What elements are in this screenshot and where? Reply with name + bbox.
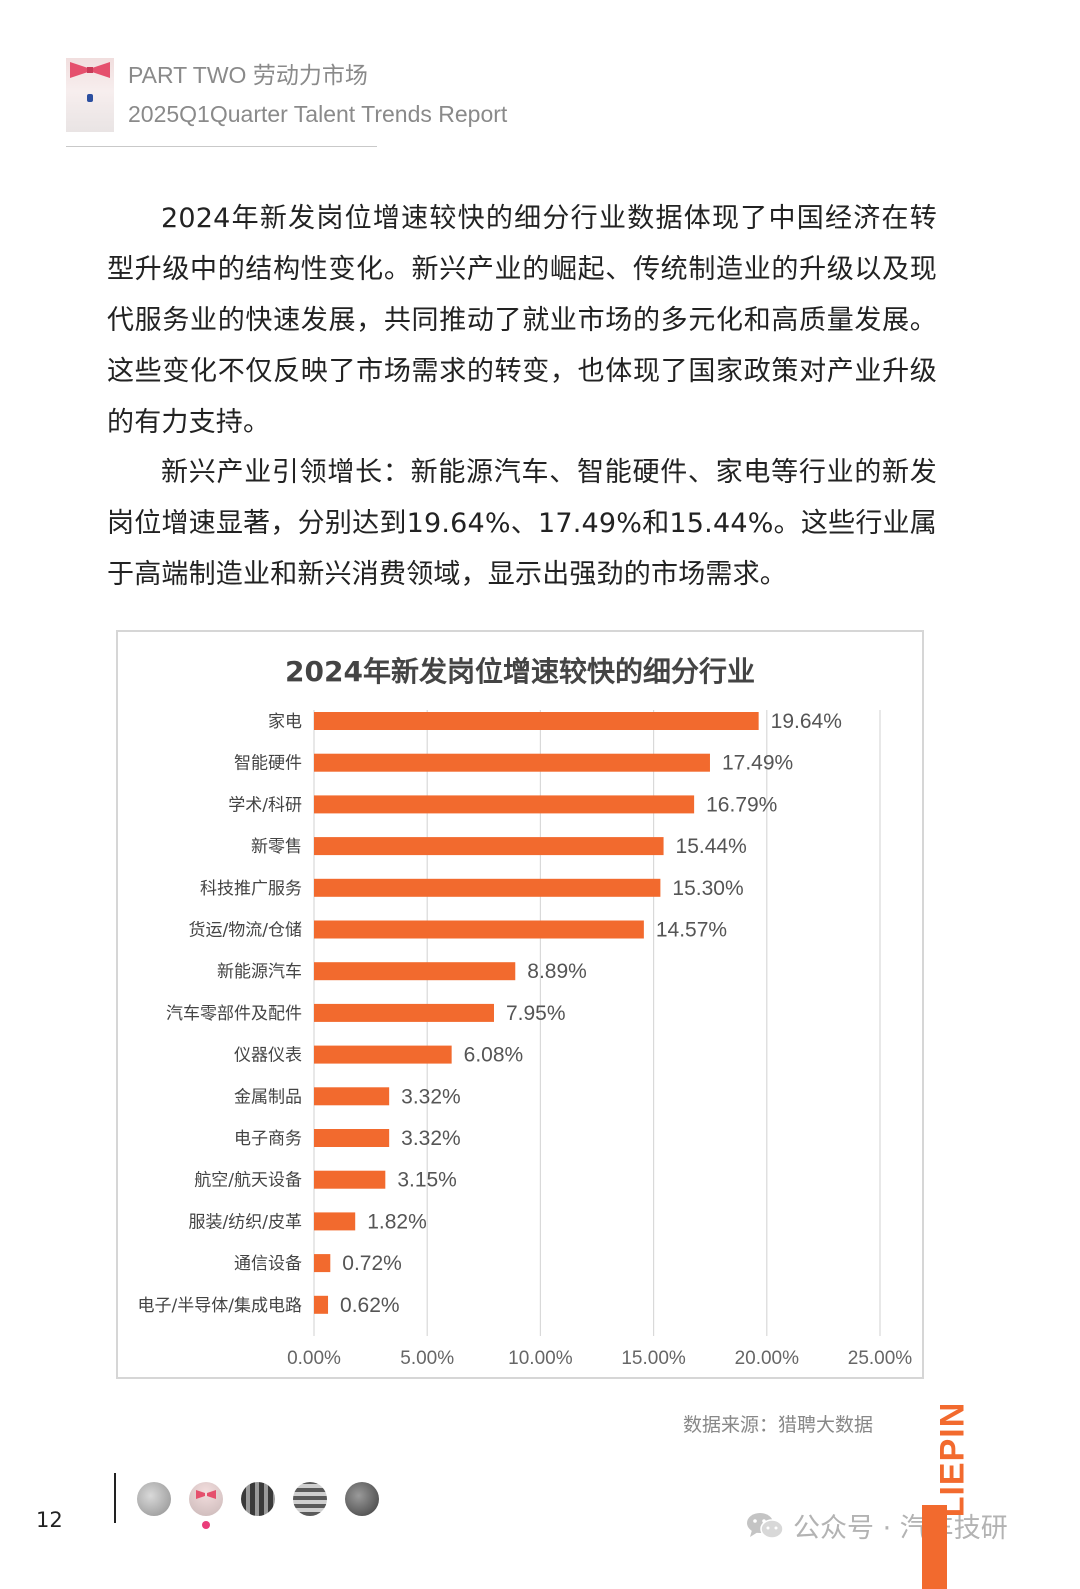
bar xyxy=(314,920,644,939)
category-label: 服装/纺织/皮革 xyxy=(189,1212,302,1232)
x-tick-label: 0.00% xyxy=(287,1348,341,1369)
bar xyxy=(314,1212,356,1231)
data-label: 17.49% xyxy=(722,752,793,775)
section-label: PART TWO 劳动力市场 xyxy=(128,62,368,88)
bowtie-icon xyxy=(196,1490,216,1499)
category-label: 电子/半导体/集成电路 xyxy=(138,1296,302,1316)
gem-icon xyxy=(87,94,93,102)
category-label: 电子商务 xyxy=(234,1129,302,1149)
category-label: 货运/物流/仓储 xyxy=(189,921,302,941)
watermark: 公众号 · 汽车技研 xyxy=(745,1506,1008,1545)
nav-thumbnail-1[interactable] xyxy=(137,1482,171,1516)
bar xyxy=(314,1003,494,1022)
nav-thumbnail-4[interactable] xyxy=(293,1482,327,1516)
bar-chart: 0.00% 5.00% 10.00% 15.00% 20.00% 25.00% 家电 19.6… xyxy=(138,710,913,1369)
x-tick-label: 20.00% xyxy=(735,1348,800,1369)
data-label: 0.72% xyxy=(342,1252,402,1275)
chart-container: 2024年新发岗位增速较快的细分行业 0.00% 5.00% 10.00% 15.00… xyxy=(116,630,924,1379)
category-label: 新零售 xyxy=(251,837,302,857)
category-label: 仪器仪表 xyxy=(234,1046,302,1066)
bar xyxy=(314,1129,390,1147)
data-label: 14.57% xyxy=(656,919,727,942)
data-source: 数据来源：猎聘大数据 xyxy=(683,1414,874,1436)
x-tick-label: 5.00% xyxy=(400,1348,454,1369)
data-label: 3.32% xyxy=(401,1085,461,1108)
bar xyxy=(314,1087,390,1106)
paragraph-2: 新兴产业引领增长：新能源汽车、智能硬件、家电等行业的新发岗位增速显著，分别达到1… xyxy=(107,457,937,590)
x-tick-label: 10.00% xyxy=(508,1348,573,1369)
bar xyxy=(314,753,710,772)
bar xyxy=(314,878,661,897)
bar xyxy=(314,795,695,814)
category-label: 新能源汽车 xyxy=(217,962,302,982)
header-divider xyxy=(66,146,377,147)
bar xyxy=(314,712,759,730)
data-label: 6.08% xyxy=(464,1044,524,1067)
category-label: 汽车零部件及配件 xyxy=(166,1004,302,1024)
category-label: 通信设备 xyxy=(234,1254,302,1274)
header-thumbnail xyxy=(66,58,114,132)
chart-title: 2024年新发岗位增速较快的细分行业 xyxy=(285,655,755,688)
data-label: 0.62% xyxy=(340,1294,400,1317)
watermark-text: 公众号 · 汽车技研 xyxy=(793,1513,1008,1544)
active-page-dot xyxy=(202,1521,210,1529)
x-tick-label: 25.00% xyxy=(848,1348,913,1369)
category-label: 科技推广服务 xyxy=(200,879,302,899)
wechat-icon xyxy=(747,1512,784,1539)
data-label: 16.79% xyxy=(706,793,777,816)
data-label: 19.64% xyxy=(771,710,842,733)
bar xyxy=(314,1254,331,1273)
bar xyxy=(314,962,516,981)
paragraph-1: 2024年新发岗位增速较快的细分行业数据体现了中国经济在转型升级中的结构性变化。… xyxy=(107,203,937,438)
bar xyxy=(314,1170,386,1189)
page-number: 12 xyxy=(36,1508,63,1532)
data-label: 15.30% xyxy=(672,877,743,900)
category-label: 智能硬件 xyxy=(234,754,302,774)
category-label: 航空/航天设备 xyxy=(194,1171,302,1191)
bar xyxy=(314,837,664,856)
bar xyxy=(314,1045,452,1064)
category-label: 金属制品 xyxy=(234,1087,302,1107)
data-label: 8.89% xyxy=(527,960,587,983)
category-label: 家电 xyxy=(268,712,302,732)
data-label: 3.15% xyxy=(397,1169,457,1192)
nav-thumbnail-5[interactable] xyxy=(345,1482,379,1516)
footer-divider xyxy=(114,1473,116,1523)
category-label: 学术/科研 xyxy=(228,795,302,815)
nav-thumbnail-2[interactable] xyxy=(189,1482,223,1516)
data-label: 15.44% xyxy=(676,835,747,858)
x-tick-label: 15.00% xyxy=(621,1348,686,1369)
data-label: 7.95% xyxy=(506,1002,566,1025)
bowtie-icon xyxy=(70,62,110,78)
brand-bar xyxy=(922,1505,947,1589)
report-title: 2025Q1Quarter Talent Trends Report xyxy=(128,101,508,127)
nav-thumbnail-3[interactable] xyxy=(241,1482,275,1516)
bar xyxy=(314,1295,329,1314)
data-label: 1.82% xyxy=(367,1210,427,1233)
data-label: 3.32% xyxy=(401,1127,461,1150)
brand-logo: LIEPIN xyxy=(933,1401,972,1518)
